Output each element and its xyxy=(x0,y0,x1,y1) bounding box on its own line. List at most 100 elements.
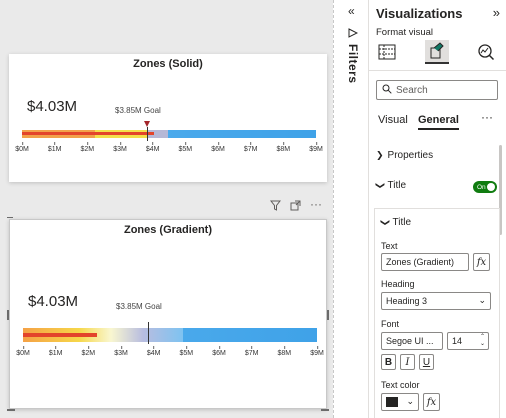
value-bar xyxy=(22,132,154,135)
format-visual-label: Format visual xyxy=(376,27,434,38)
search-input[interactable]: Search xyxy=(376,80,498,100)
divider xyxy=(369,70,506,71)
axis-tick-label: $8M xyxy=(277,142,290,153)
font-size-stepper[interactable]: 14 ⌃ ⌄ xyxy=(447,332,489,350)
visual-title: Zones (Solid) xyxy=(133,58,203,70)
collapse-pane-icon[interactable]: » xyxy=(492,5,500,20)
gauge-track xyxy=(22,127,316,141)
chevron-down-icon: ⌄ xyxy=(406,396,414,406)
search-icon xyxy=(382,84,392,97)
fx-button[interactable]: fx xyxy=(473,253,490,271)
analytics-icon[interactable] xyxy=(474,40,498,64)
card-header-label: Title xyxy=(392,217,412,228)
filters-label[interactable]: Filters xyxy=(346,44,360,84)
visual-header-icons: ··· xyxy=(269,197,322,214)
filters-pane-collapsed[interactable]: « Filters xyxy=(333,0,369,418)
title-card: ❯ Title Text Zones (Gradient) fx Heading… xyxy=(374,208,500,418)
axis-ticks-gradient: $0M $1M $2M $3M $4M $5M $6M $7M $8M $9M xyxy=(16,346,324,360)
tab-general[interactable]: General xyxy=(418,114,459,130)
goal-label: $3.85M Goal xyxy=(115,106,161,115)
resize-handle[interactable] xyxy=(321,409,329,411)
axis-tick-label: $4M xyxy=(146,142,159,153)
tab-visual[interactable]: Visual xyxy=(378,114,408,126)
axis-tick-label: $2M xyxy=(82,346,95,357)
chevron-down-icon: ⌄ xyxy=(478,295,486,305)
axis-tick-label: $5M xyxy=(180,346,193,357)
color-swatch xyxy=(386,397,398,407)
expand-filters-icon[interactable]: « xyxy=(348,4,355,18)
resize-handle[interactable] xyxy=(7,409,15,411)
goal-line xyxy=(148,322,149,344)
font-value: Segoe UI ... xyxy=(386,336,434,346)
filter-icon[interactable] xyxy=(269,200,282,214)
stepper-arrows-icon: ⌃ ⌄ xyxy=(479,334,485,347)
section-label: Properties xyxy=(387,150,434,161)
filter-funnel-icon xyxy=(348,28,359,41)
font-size-value: 14 xyxy=(452,336,463,346)
font-label: Font xyxy=(381,319,400,329)
more-options-icon[interactable]: ··· xyxy=(481,110,493,124)
properties-section[interactable]: ❯ Properties xyxy=(376,150,433,161)
build-visual-icon[interactable] xyxy=(375,40,399,64)
value-bar xyxy=(23,333,97,337)
visual-zones-solid[interactable]: Zones (Solid) $4.03M $3.85M Goal $0M $1M $… xyxy=(9,54,327,182)
visual-title: Zones (Gradient) xyxy=(123,224,212,236)
scrollbar[interactable] xyxy=(499,145,502,235)
axis-tick-label: $0M xyxy=(15,142,29,153)
axis-tick-label: $6M xyxy=(211,142,225,153)
kpi-value: $4.03M xyxy=(28,293,79,310)
axis-tick-label: $7M xyxy=(244,142,257,153)
axis-tick-label: $3M xyxy=(114,346,128,357)
kpi-value: $4.03M xyxy=(27,98,78,115)
axis-tick-label: $6M xyxy=(212,346,226,357)
axis-tick-label: $0M xyxy=(16,346,30,357)
title-text-field[interactable]: Zones (Gradient) xyxy=(381,253,469,271)
axis-tick-label: $9M xyxy=(310,346,324,357)
axis-tick-label: $8M xyxy=(278,346,291,357)
text-label: Text xyxy=(381,241,398,251)
search-placeholder: Search xyxy=(396,84,428,96)
bold-button[interactable]: B xyxy=(381,354,396,370)
report-canvas: Zones (Solid) $4.03M $3.85M Goal $0M $1M $… xyxy=(0,0,333,418)
zone-grey xyxy=(148,130,168,138)
focus-mode-icon[interactable] xyxy=(290,200,301,214)
title-section[interactable]: ❯ Title xyxy=(375,180,406,191)
axis-tick-label: $4M xyxy=(147,346,160,357)
axis-tick-label: $9M xyxy=(309,142,323,153)
axis-tick-label: $7M xyxy=(245,346,258,357)
pane-title: Visualizations xyxy=(376,6,463,21)
axis-tick-label: $1M xyxy=(48,142,61,153)
chevron-down-icon: ❯ xyxy=(375,181,386,190)
goal-label: $3.85M Goal xyxy=(116,302,162,311)
underline-button[interactable]: U xyxy=(419,354,434,370)
visual-zones-gradient[interactable]: Zones (Gradient) $4.03M $3.85M Goal $0M $… xyxy=(7,217,329,411)
resize-handle[interactable] xyxy=(7,217,13,218)
goal-line xyxy=(147,127,148,141)
text-color-label: Text color xyxy=(381,380,420,390)
title-toggle[interactable]: On xyxy=(473,181,497,193)
goal-marker xyxy=(144,121,150,127)
text-color-picker[interactable]: ⌄ xyxy=(381,393,419,411)
heading-label: Heading xyxy=(381,279,415,289)
heading-value: Heading 3 xyxy=(386,296,428,306)
gauge-track xyxy=(23,322,317,344)
visualizations-pane: Visualizations » Format visual Search Vi… xyxy=(369,0,506,418)
toggle-label: On xyxy=(477,183,486,191)
chevron-right-icon: ❯ xyxy=(376,150,384,160)
fx-button[interactable]: fx xyxy=(423,393,440,411)
title-card-header[interactable]: ❯ Title xyxy=(380,217,412,228)
axis-ticks-solid: $0M $1M $2M $3M $4M $5M $6M $7M $8M $9M xyxy=(15,142,323,156)
italic-button[interactable]: I xyxy=(400,354,415,370)
font-family-select[interactable]: Segoe UI ... xyxy=(381,332,443,350)
axis-tick-label: $3M xyxy=(113,142,127,153)
axis-tick-label: $1M xyxy=(49,346,62,357)
heading-select[interactable]: Heading 3 ⌄ xyxy=(381,292,491,310)
chevron-down-icon: ❯ xyxy=(380,218,391,227)
axis-tick-label: $2M xyxy=(81,142,94,153)
zone-gradient xyxy=(23,328,183,342)
resize-handle[interactable] xyxy=(7,310,9,320)
more-options-icon[interactable]: ··· xyxy=(310,197,322,211)
resize-handle[interactable] xyxy=(327,310,329,320)
format-visual-icon[interactable] xyxy=(425,40,449,64)
axis-tick-label: $5M xyxy=(179,142,192,153)
